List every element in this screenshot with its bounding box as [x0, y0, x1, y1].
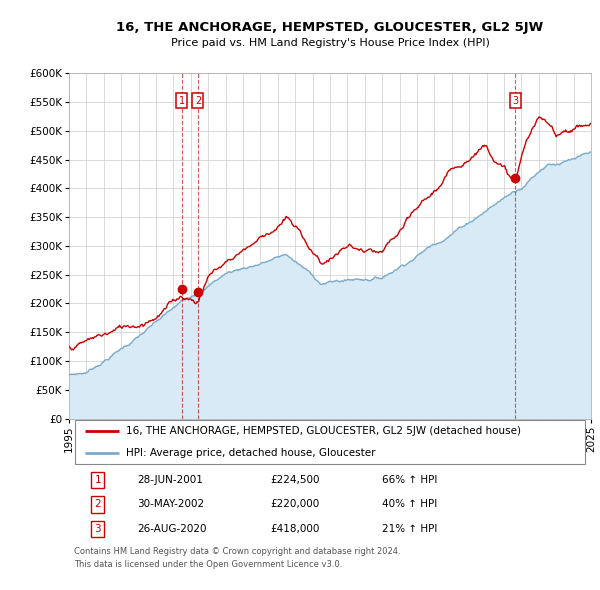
Text: 3: 3	[512, 96, 518, 106]
Text: 2: 2	[94, 499, 101, 509]
Text: £224,500: £224,500	[270, 475, 319, 485]
Text: 26-AUG-2020: 26-AUG-2020	[137, 524, 206, 534]
Text: 16, THE ANCHORAGE, HEMPSTED, GLOUCESTER, GL2 5JW: 16, THE ANCHORAGE, HEMPSTED, GLOUCESTER,…	[116, 21, 544, 34]
Text: 2: 2	[195, 96, 201, 106]
Text: Contains HM Land Registry data © Crown copyright and database right 2024.: Contains HM Land Registry data © Crown c…	[74, 546, 401, 556]
Text: 66% ↑ HPI: 66% ↑ HPI	[382, 475, 437, 485]
Text: This data is licensed under the Open Government Licence v3.0.: This data is licensed under the Open Gov…	[74, 560, 343, 569]
Text: 28-JUN-2001: 28-JUN-2001	[137, 475, 203, 485]
Text: 3: 3	[94, 524, 101, 534]
Text: 1: 1	[94, 475, 101, 485]
Text: Price paid vs. HM Land Registry's House Price Index (HPI): Price paid vs. HM Land Registry's House …	[170, 38, 490, 48]
Text: £418,000: £418,000	[270, 524, 319, 534]
Text: £220,000: £220,000	[270, 499, 319, 509]
Text: HPI: Average price, detached house, Gloucester: HPI: Average price, detached house, Glou…	[127, 448, 376, 458]
Text: 1: 1	[179, 96, 185, 106]
Text: 40% ↑ HPI: 40% ↑ HPI	[382, 499, 437, 509]
Text: 30-MAY-2002: 30-MAY-2002	[137, 499, 204, 509]
Text: 16, THE ANCHORAGE, HEMPSTED, GLOUCESTER, GL2 5JW (detached house): 16, THE ANCHORAGE, HEMPSTED, GLOUCESTER,…	[127, 427, 521, 437]
Text: 21% ↑ HPI: 21% ↑ HPI	[382, 524, 437, 534]
FancyBboxPatch shape	[75, 420, 585, 464]
